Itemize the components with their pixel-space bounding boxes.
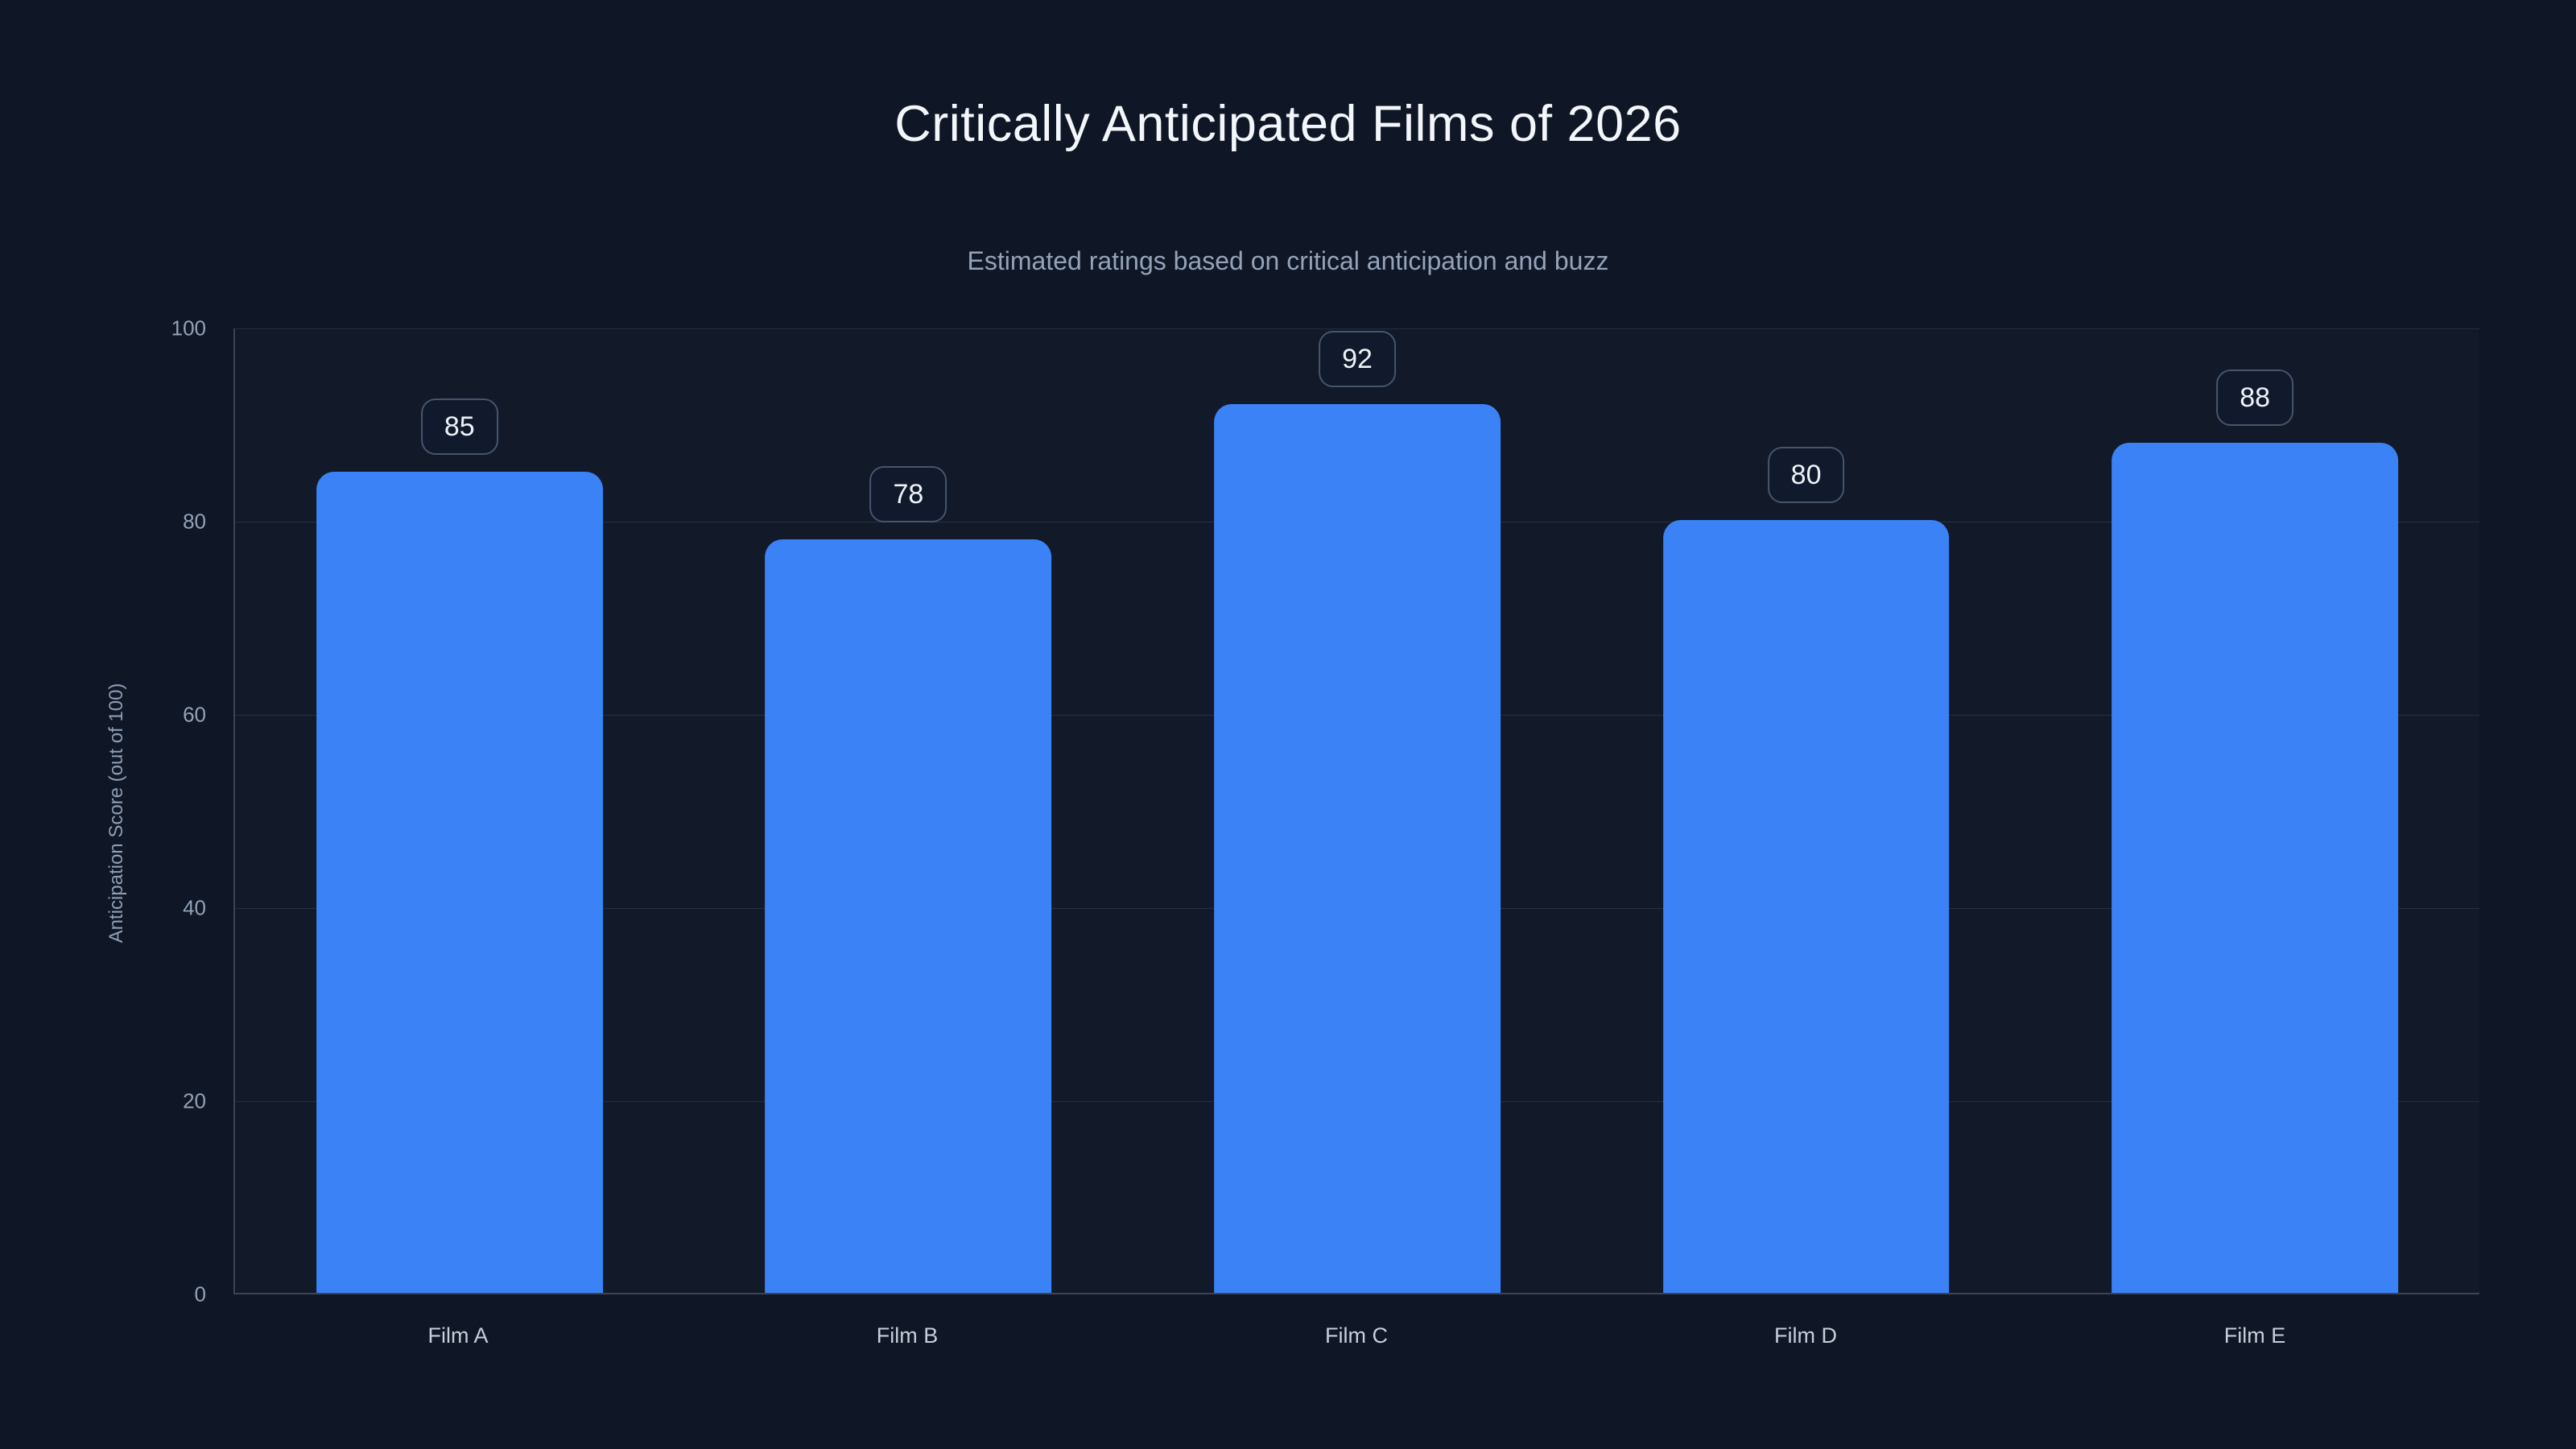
value-badge: 85 xyxy=(420,398,498,455)
chart-subtitle: Estimated ratings based on critical anti… xyxy=(967,246,1609,275)
bar xyxy=(1662,520,1950,1293)
y-axis-tick-labels: 0 20 40 60 80 100 xyxy=(0,316,206,1307)
chart-title: Critically Anticipated Films of 2026 xyxy=(894,96,1682,152)
plot-area: 85 78 92 80 88 xyxy=(233,328,2479,1294)
y-tick-label: 100 xyxy=(171,316,206,341)
bar-slot: 88 xyxy=(2030,328,2479,1293)
x-axis-label: Film E xyxy=(2223,1323,2286,1348)
bar xyxy=(1214,404,1501,1293)
bar-slot: 85 xyxy=(235,328,684,1293)
value-badge: 92 xyxy=(1319,331,1396,387)
x-axis-labels: Film A Film B Film C Film D Film E xyxy=(233,1296,2479,1348)
y-tick-label: 20 xyxy=(183,1088,206,1113)
bar-slot: 78 xyxy=(684,328,1133,1293)
x-axis-label: Film C xyxy=(1325,1323,1388,1348)
value-badge: 78 xyxy=(869,466,947,522)
bar-slot: 80 xyxy=(1582,328,2031,1293)
bar xyxy=(316,472,603,1293)
y-tick-label: 0 xyxy=(194,1282,206,1307)
y-tick-label: 80 xyxy=(183,509,206,534)
x-axis-label: Film A xyxy=(427,1323,489,1348)
y-tick-label: 60 xyxy=(183,702,206,727)
bar xyxy=(2112,443,2399,1293)
value-badge: 88 xyxy=(2216,369,2294,426)
bar xyxy=(765,539,1052,1293)
bars-container: 85 78 92 80 88 xyxy=(235,328,2479,1293)
y-tick-label: 40 xyxy=(183,895,206,920)
x-axis-label: Film D xyxy=(1774,1323,1837,1348)
bar-slot: 92 xyxy=(1133,328,1582,1293)
value-badge: 80 xyxy=(1767,447,1845,503)
x-axis-label: Film B xyxy=(876,1323,939,1348)
gridline xyxy=(235,328,2479,329)
